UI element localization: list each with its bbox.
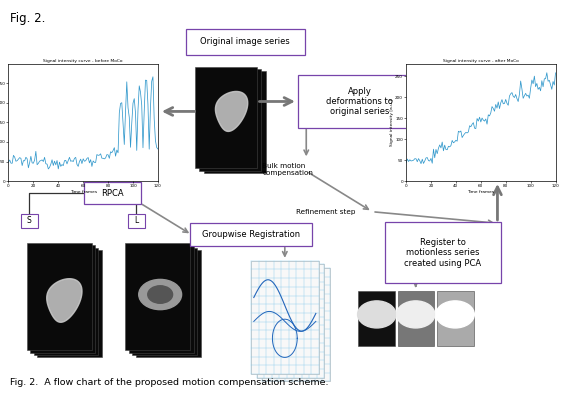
FancyBboxPatch shape <box>298 76 422 127</box>
Circle shape <box>358 301 396 328</box>
Bar <box>358 291 395 346</box>
Bar <box>437 291 474 346</box>
Text: S: S <box>27 217 32 225</box>
Text: Original image series: Original image series <box>200 37 290 46</box>
FancyBboxPatch shape <box>385 222 501 283</box>
Circle shape <box>436 301 474 328</box>
Text: Bulk motion
compensation: Bulk motion compensation <box>262 163 313 176</box>
FancyBboxPatch shape <box>85 182 142 204</box>
Bar <box>257 264 324 378</box>
Text: Apply
deformations to
original series: Apply deformations to original series <box>327 87 393 116</box>
Text: Register to
motionless series
created using PCA: Register to motionless series created us… <box>404 238 481 267</box>
Bar <box>398 291 434 346</box>
Bar <box>195 67 257 168</box>
Bar <box>37 250 102 357</box>
Bar <box>132 248 197 355</box>
FancyBboxPatch shape <box>127 214 145 228</box>
Text: Fig. 2.  A flow chart of the proposed motion compensation scheme.: Fig. 2. A flow chart of the proposed mot… <box>10 378 329 387</box>
Text: L: L <box>134 217 139 225</box>
FancyBboxPatch shape <box>190 223 312 246</box>
Bar <box>199 69 261 171</box>
Text: Refinement step: Refinement step <box>296 209 355 215</box>
Circle shape <box>396 301 435 328</box>
FancyBboxPatch shape <box>20 214 38 228</box>
Bar <box>251 261 319 374</box>
Circle shape <box>139 279 182 310</box>
Title: Signal intensity curve - after MoCo: Signal intensity curve - after MoCo <box>443 59 519 62</box>
X-axis label: Time frames: Time frames <box>467 190 495 194</box>
Bar <box>129 245 194 353</box>
Y-axis label: Signal intensity [a.u.]: Signal intensity [a.u.] <box>390 99 394 146</box>
Text: RPCA: RPCA <box>102 189 124 197</box>
FancyBboxPatch shape <box>186 29 305 55</box>
Circle shape <box>148 286 173 303</box>
Bar <box>136 250 201 357</box>
Bar <box>30 245 95 353</box>
Title: Signal intensity curve - before MoCo: Signal intensity curve - before MoCo <box>43 59 123 62</box>
Text: Fig. 2.: Fig. 2. <box>10 12 46 25</box>
Bar <box>262 268 330 381</box>
X-axis label: Time frames: Time frames <box>69 190 97 194</box>
Bar <box>204 72 266 173</box>
Polygon shape <box>47 279 82 322</box>
Polygon shape <box>215 92 248 131</box>
Bar <box>34 248 99 355</box>
Bar <box>126 243 191 350</box>
Text: Groupwise Registration: Groupwise Registration <box>202 230 300 239</box>
Bar <box>27 243 91 350</box>
